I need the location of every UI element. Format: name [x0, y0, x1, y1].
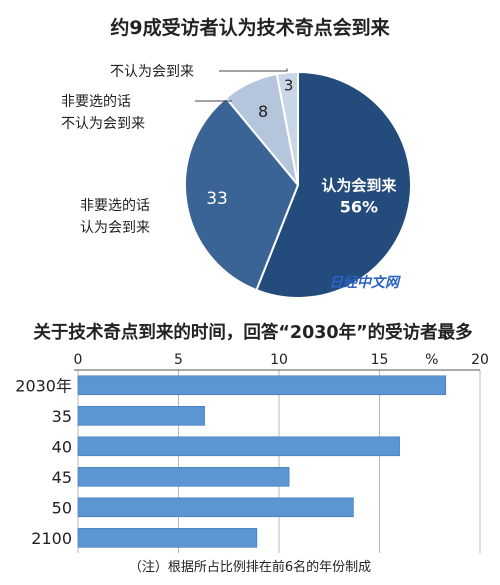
- bar-note: （注）根据所占比例排在前6名的年份制成: [129, 559, 371, 575]
- x-tick-label: 15: [371, 352, 389, 368]
- x-tick-label: 20: [471, 352, 489, 368]
- leader-line-3: [219, 68, 288, 72]
- slice-label-1b: 认为会到来: [80, 220, 150, 236]
- y-category-label: 40: [52, 437, 72, 456]
- watermark-logo: 日经中文网: [329, 274, 401, 291]
- pie-chart: [184, 70, 413, 299]
- pie-slice-3: [275, 70, 299, 186]
- bar-5: [77, 527, 258, 548]
- bar-title: 关于技术奇点到来的时间，回答“2030年”的受访者最多: [33, 322, 472, 343]
- bar-chart: 0 5 10 15 20% 2030年 35 40 45 50 2100: [15, 352, 489, 553]
- x-tick-label: 10: [270, 352, 288, 368]
- bar-2: [77, 436, 400, 457]
- bar-1: [77, 405, 205, 426]
- pie-slice-1: [184, 96, 300, 292]
- y-category-label: 2100: [31, 529, 72, 548]
- x-tick-label: 5: [174, 352, 183, 368]
- slice-value-3: 3: [284, 76, 294, 94]
- slice-label-0: 认为会到来: [321, 177, 397, 195]
- slice-label-3: 不认为会到来: [110, 64, 194, 80]
- y-category-label: 35: [52, 407, 72, 426]
- slice-value-1: 33: [206, 189, 228, 209]
- slice-label-2a: 非要选的话: [61, 94, 131, 110]
- bar-4: [77, 497, 354, 518]
- y-category-label: 2030年: [15, 376, 72, 395]
- pie-title: 约9成受访者认为技术奇点会到来: [110, 16, 389, 39]
- slice-value-0: 56%: [340, 198, 378, 217]
- slice-label-1a: 非要选的话: [80, 198, 150, 214]
- slice-label-2b: 不认为会到来: [61, 116, 145, 132]
- pie-slice-0: [255, 70, 413, 299]
- y-category-label: 50: [52, 498, 72, 517]
- x-unit-label: %: [425, 352, 438, 368]
- bar-3: [77, 466, 290, 487]
- x-tick-label: 0: [74, 352, 83, 368]
- bar-0: [77, 375, 447, 396]
- y-category-label: 45: [52, 468, 72, 487]
- slice-value-2: 8: [258, 102, 268, 121]
